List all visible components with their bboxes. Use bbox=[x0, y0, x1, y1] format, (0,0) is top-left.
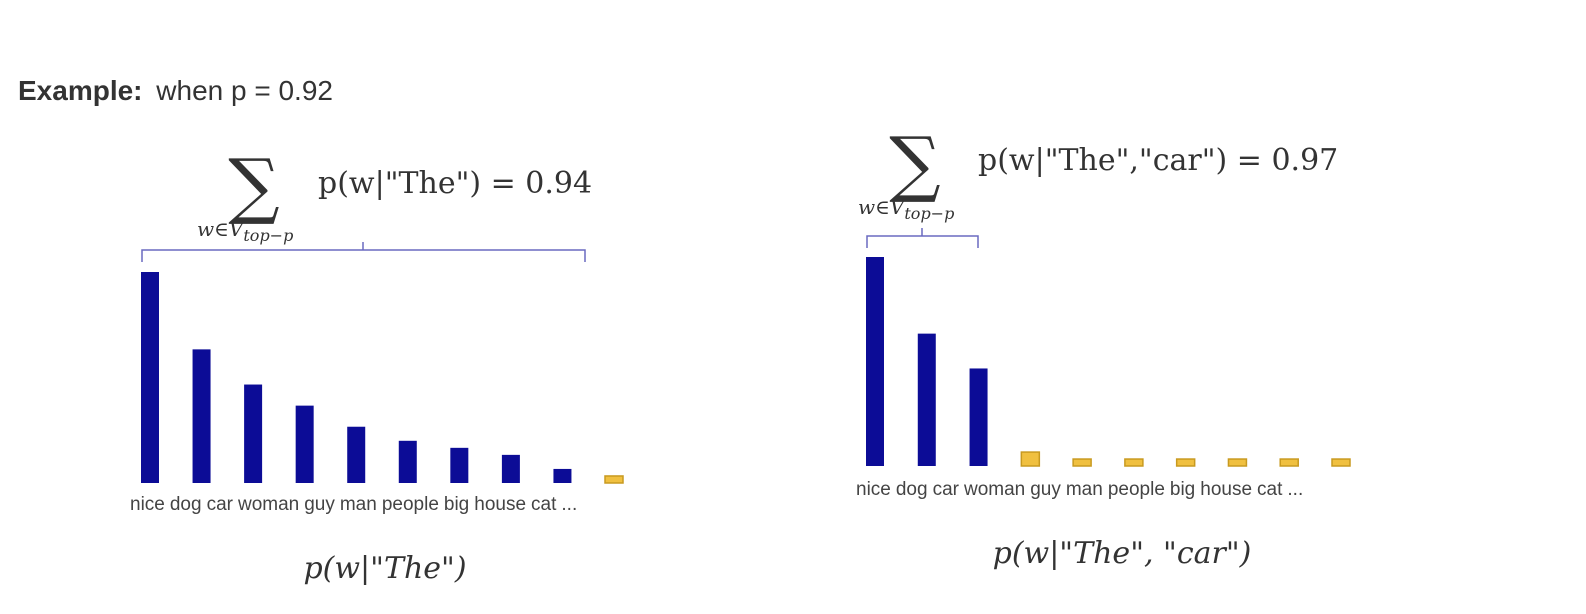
bar bbox=[1227, 458, 1248, 467]
heading: Example: when p = 0.92 bbox=[18, 75, 333, 106]
bar bbox=[450, 447, 469, 483]
category-label: guy bbox=[304, 494, 335, 515]
category-label: big bbox=[444, 494, 469, 515]
formula: p(w|"The") = 0.94 bbox=[318, 166, 592, 201]
bar bbox=[1279, 458, 1299, 467]
category-label: big bbox=[1170, 479, 1195, 500]
category-label: nice bbox=[130, 494, 165, 515]
category-label: nice bbox=[856, 479, 891, 500]
category-labels: nice dog car woman guy man people big house cat..… bbox=[130, 494, 577, 515]
category-label: people bbox=[382, 494, 439, 515]
heading-label: Example: bbox=[18, 75, 143, 106]
category-label: woman bbox=[963, 479, 1025, 500]
sum-index-main: w∈V bbox=[197, 217, 246, 241]
category-label: man bbox=[340, 494, 377, 515]
bar bbox=[244, 384, 263, 483]
heading-text: when p = 0.92 bbox=[155, 75, 333, 106]
brace bbox=[141, 242, 586, 262]
sum-symbol: ∑ bbox=[889, 121, 940, 205]
bar bbox=[192, 349, 211, 483]
category-label: car bbox=[933, 479, 960, 500]
category-label: house bbox=[1200, 479, 1252, 500]
ellipsis: ... bbox=[561, 494, 577, 515]
sum-index-main: w∈V bbox=[858, 195, 907, 219]
caption: p(w|"The", "car") bbox=[993, 536, 1252, 571]
category-labels: nice dog car woman guy man people big house cat..… bbox=[856, 479, 1303, 500]
bar bbox=[917, 333, 936, 466]
category-label: car bbox=[207, 494, 234, 515]
bar bbox=[295, 405, 314, 483]
sum-symbol: ∑ bbox=[228, 143, 279, 227]
bar bbox=[398, 440, 417, 483]
bar bbox=[141, 272, 159, 483]
sum-index: w∈Vtop−p bbox=[197, 217, 293, 245]
caption: p(w|"The") bbox=[303, 551, 466, 586]
category-label: guy bbox=[1030, 479, 1061, 500]
category-label: cat bbox=[531, 494, 557, 515]
sum-index-sub: top−p bbox=[243, 226, 293, 245]
bar bbox=[501, 454, 520, 483]
bar bbox=[866, 257, 884, 466]
sum-index: w∈Vtop−p bbox=[858, 195, 954, 223]
formula: p(w|"The","car") = 0.97 bbox=[978, 143, 1338, 178]
bar bbox=[604, 475, 624, 484]
bar bbox=[553, 468, 572, 483]
bar bbox=[1072, 458, 1092, 467]
bar bbox=[1124, 458, 1144, 467]
bar bbox=[347, 426, 366, 483]
brace bbox=[866, 228, 979, 248]
sum-index-sub: top−p bbox=[904, 204, 954, 223]
category-label: cat bbox=[1257, 479, 1283, 500]
category-label: people bbox=[1108, 479, 1165, 500]
bar bbox=[1331, 458, 1351, 467]
category-label: woman bbox=[237, 494, 299, 515]
category-label: dog bbox=[170, 494, 202, 515]
category-label: dog bbox=[896, 479, 928, 500]
category-label: man bbox=[1066, 479, 1103, 500]
bar bbox=[1175, 458, 1196, 467]
bar bbox=[1020, 451, 1041, 467]
bar bbox=[969, 368, 988, 466]
ellipsis: ... bbox=[1287, 479, 1303, 500]
category-label: house bbox=[474, 494, 526, 515]
